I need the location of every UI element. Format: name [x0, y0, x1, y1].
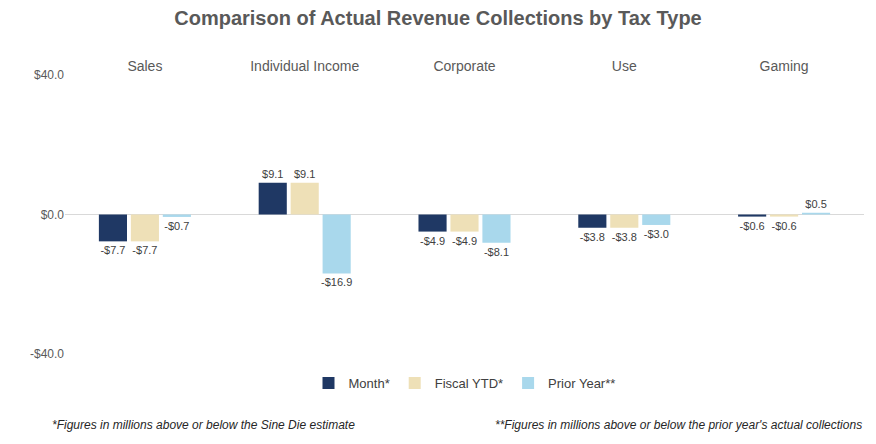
svg-text:-$16.9: -$16.9: [321, 276, 352, 288]
svg-text:Individual Income: Individual Income: [250, 58, 359, 74]
svg-text:$0.0: $0.0: [41, 208, 65, 222]
svg-text:$9.1: $9.1: [294, 168, 315, 180]
svg-text:Fiscal YTD*: Fiscal YTD*: [435, 376, 503, 391]
svg-text:-$3.8: -$3.8: [612, 231, 637, 243]
svg-text:-$4.9: -$4.9: [452, 235, 477, 247]
svg-text:Gaming: Gaming: [760, 58, 809, 74]
svg-text:Corporate: Corporate: [433, 58, 495, 74]
svg-text:$9.1: $9.1: [262, 168, 283, 180]
svg-text:**Figures in millions above or: **Figures in millions above or below the…: [495, 418, 862, 432]
svg-text:-$3.0: -$3.0: [644, 228, 669, 240]
svg-text:-$8.1: -$8.1: [484, 246, 509, 258]
svg-text:-$4.9: -$4.9: [420, 235, 445, 247]
svg-text:Sales: Sales: [127, 58, 162, 74]
svg-text:$40.0: $40.0: [34, 68, 64, 82]
svg-text:-$7.7: -$7.7: [132, 244, 157, 256]
svg-text:-$0.7: -$0.7: [164, 220, 189, 232]
svg-text:-$7.7: -$7.7: [100, 244, 125, 256]
svg-text:$0.5: $0.5: [805, 198, 826, 210]
svg-text:Comparison of Actual Revenue C: Comparison of Actual Revenue Collections…: [174, 7, 702, 29]
svg-text:-$0.6: -$0.6: [772, 220, 797, 232]
svg-text:Prior Year**: Prior Year**: [548, 376, 615, 391]
svg-text:Use: Use: [612, 58, 637, 74]
svg-text:-$40.0: -$40.0: [30, 347, 64, 361]
svg-text:Month*: Month*: [349, 376, 390, 391]
svg-text:-$3.8: -$3.8: [580, 231, 605, 243]
svg-text:-$0.6: -$0.6: [740, 220, 765, 232]
svg-text:*Figures in millions above or: *Figures in millions above or below the …: [52, 418, 355, 432]
